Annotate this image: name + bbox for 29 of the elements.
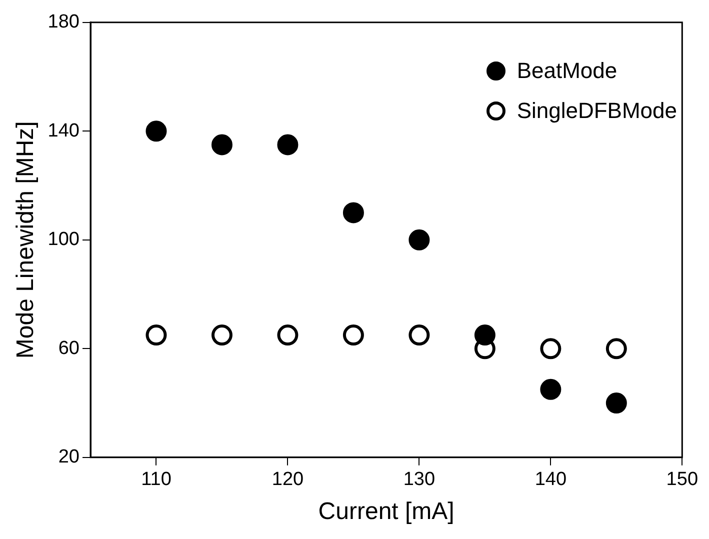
point bbox=[408, 324, 430, 346]
point bbox=[540, 338, 562, 360]
point bbox=[474, 324, 496, 346]
point bbox=[606, 338, 627, 360]
x-tick-label: 140 bbox=[534, 469, 567, 490]
point bbox=[606, 392, 627, 414]
y-tick-label: 140 bbox=[48, 120, 80, 142]
point bbox=[146, 120, 167, 142]
point bbox=[277, 324, 298, 346]
point bbox=[540, 378, 562, 400]
y-axis-title: Mode Linewidth [MHz] bbox=[12, 121, 40, 359]
legend-label: SingleDFBMode bbox=[516, 98, 677, 124]
y-tick-label: 60 bbox=[58, 338, 80, 359]
y-tick-label: 20 bbox=[58, 446, 80, 468]
x-axis-title: Current [mA] bbox=[318, 498, 454, 526]
point bbox=[211, 134, 232, 156]
x-tick-label: 110 bbox=[141, 469, 172, 490]
point bbox=[342, 324, 364, 346]
point bbox=[342, 202, 364, 224]
y-tick-label: 100 bbox=[48, 229, 80, 250]
x-tick-label: 120 bbox=[272, 469, 304, 490]
x-tick-label: 150 bbox=[666, 469, 698, 490]
x-tick-label: 130 bbox=[403, 469, 436, 490]
y-tick-label: 180 bbox=[48, 12, 80, 33]
point bbox=[277, 134, 298, 156]
point bbox=[146, 324, 167, 346]
point bbox=[408, 229, 430, 250]
legend-label: BeatMode bbox=[516, 58, 618, 84]
point bbox=[211, 324, 232, 346]
